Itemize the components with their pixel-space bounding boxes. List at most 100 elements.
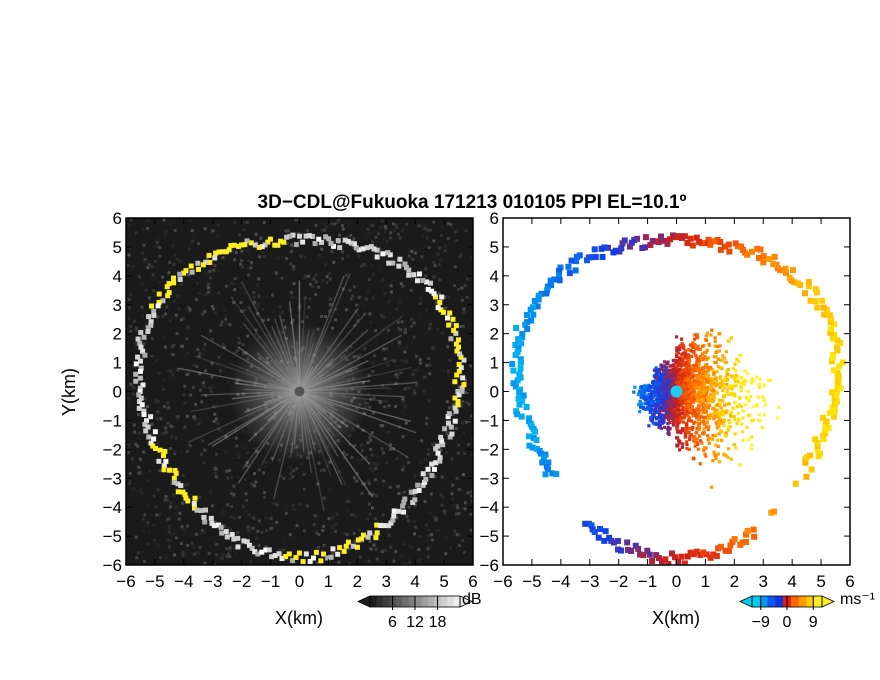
x-tick-label: 1 [701, 572, 710, 591]
x-tick-label: −2 [609, 572, 628, 591]
y-tick-label: 4 [113, 267, 122, 286]
colorbar-segment [752, 596, 761, 607]
colorbar-segment [415, 596, 422, 607]
right-y-ticks: 6 5 4 3 2 1 0 −1 −2 −3 −4 −5 −6 [480, 209, 850, 575]
x-tick-label: 1 [324, 572, 333, 591]
x-tick-label: 4 [410, 572, 419, 591]
right-heatmap [503, 218, 850, 565]
y-tick-label: 2 [490, 325, 499, 344]
y-tick-label: 5 [490, 238, 499, 257]
y-tick-label: −5 [103, 527, 122, 546]
y-tick-label: 4 [490, 267, 499, 286]
right-panel: −6 −5 −4 −3 −2 −1 0 1 2 3 4 5 6 6543210−1−2−3−4−5−6 … [480, 209, 876, 631]
radar-site-marker [670, 385, 683, 398]
colorbar-segment [806, 596, 815, 607]
colorbar-segment [421, 596, 429, 607]
colorbar-unit: dB [462, 591, 482, 608]
x-tick-label: 5 [816, 572, 825, 591]
x-tick-label: 3 [759, 572, 768, 591]
velocity-ring [509, 232, 846, 565]
x-tick-label: 3 [382, 572, 391, 591]
x-tick-label: −6 [116, 572, 135, 591]
y-tick-label: 2 [113, 325, 122, 344]
x-tick-label: −2 [232, 572, 251, 591]
colorbar-tick-label: 12 [406, 614, 424, 631]
colorbar-tick-label: 0 [783, 614, 792, 631]
left-heatmap [126, 218, 473, 565]
y-tick-label: −4 [103, 498, 122, 517]
y-tick-label: −3 [103, 469, 122, 488]
colorbar-tick-label: 6 [388, 614, 397, 631]
x-tick-label: −6 [493, 572, 512, 591]
colorbar-segment [759, 596, 769, 607]
x-tick-label: 4 [787, 572, 796, 591]
left-y-ticks: 6 5 4 3 2 1 0 −1 −2 −3 −4 −5 −6 [103, 209, 473, 575]
y-tick-label: −1 [103, 411, 122, 430]
colorbar-segment [440, 596, 448, 607]
left-y-axis-label: Y(km) [59, 368, 79, 416]
x-tick-label: −3 [203, 572, 222, 591]
y-tick-label: 5 [113, 238, 122, 257]
y-tick-label: 6 [113, 209, 122, 228]
colorbar-segment [790, 596, 800, 607]
colorbar-unit: ms⁻¹ [840, 591, 875, 608]
y-tick-label: 3 [490, 296, 499, 315]
reflectivity-ring [133, 232, 467, 565]
x-tick-label: −1 [638, 572, 657, 591]
y-tick-label: 0 [113, 383, 122, 402]
right-x-ticks: −6 −5 −4 −3 −2 −1 0 1 2 3 4 5 6 [493, 218, 855, 591]
colorbar-segment [395, 596, 403, 607]
y-tick-label: 1 [113, 354, 122, 373]
x-tick-label: 0 [672, 572, 681, 591]
x-tick-label: 6 [468, 572, 477, 591]
y-tick-label: −3 [480, 469, 499, 488]
y-tick-label: −2 [103, 440, 122, 459]
x-tick-label: −3 [580, 572, 599, 591]
colorbar-segment [814, 596, 823, 607]
y-tick-label: −6 [103, 556, 122, 575]
reflectivity-colorbar: 6 12 18 dB [357, 591, 482, 631]
y-tick-label: −4 [480, 498, 499, 517]
colorbar-segment [453, 596, 461, 607]
colorbar-segment [767, 596, 776, 607]
figure-title: 3D−CDL@Fukuoka 171213 010105 PPI EL=10.1… [258, 192, 687, 213]
right-x-axis-label: X(km) [652, 608, 700, 628]
central-velocity-cluster [632, 328, 781, 489]
colorbar-segment [775, 596, 784, 607]
radar-site-marker [294, 386, 305, 397]
x-tick-label: −1 [261, 572, 280, 591]
x-tick-label: 5 [439, 572, 448, 591]
colorbar-low-arrow [357, 595, 371, 608]
colorbar-segment [447, 596, 455, 607]
y-tick-label: −1 [480, 411, 499, 430]
colorbar-segment [427, 596, 435, 607]
y-tick-label: 1 [490, 354, 499, 373]
y-tick-label: −2 [480, 440, 499, 459]
x-tick-label: −4 [551, 572, 570, 591]
x-tick-label: 0 [295, 572, 304, 591]
left-x-ticks: −6 −5 −4 −3 −2 −1 0 1 2 3 4 5 6 [116, 218, 478, 591]
colorbar-segment [402, 596, 410, 607]
y-tick-label: 6 [490, 209, 499, 228]
colorbar-tick-label: 9 [809, 614, 818, 631]
velocity-colorbar: −9 0 9 ms⁻¹ [739, 591, 875, 631]
colorbar-low-arrow [739, 595, 753, 608]
left-panel: −6 −5 −4 −3 −2 −1 0 1 2 3 4 5 6 6543210−1−2−3−4−5−6 … [59, 209, 482, 631]
y-tick-label: 3 [113, 296, 122, 315]
colorbar-segment [376, 596, 384, 607]
colorbar-segment [370, 596, 377, 607]
colorbar-segment [798, 596, 807, 607]
left-x-axis-label: X(km) [275, 608, 323, 628]
x-tick-label: 2 [730, 572, 739, 591]
colorbar-segment [408, 596, 416, 607]
x-tick-label: 6 [845, 572, 854, 591]
x-tick-label: −4 [174, 572, 193, 591]
y-tick-label: 0 [490, 383, 499, 402]
y-tick-label: −6 [480, 556, 499, 575]
x-tick-label: −5 [522, 572, 541, 591]
y-tick-label: −5 [480, 527, 499, 546]
colorbar-high-arrow [821, 595, 835, 608]
x-tick-label: −5 [145, 572, 164, 591]
colorbar-tick-label: −9 [752, 614, 770, 631]
